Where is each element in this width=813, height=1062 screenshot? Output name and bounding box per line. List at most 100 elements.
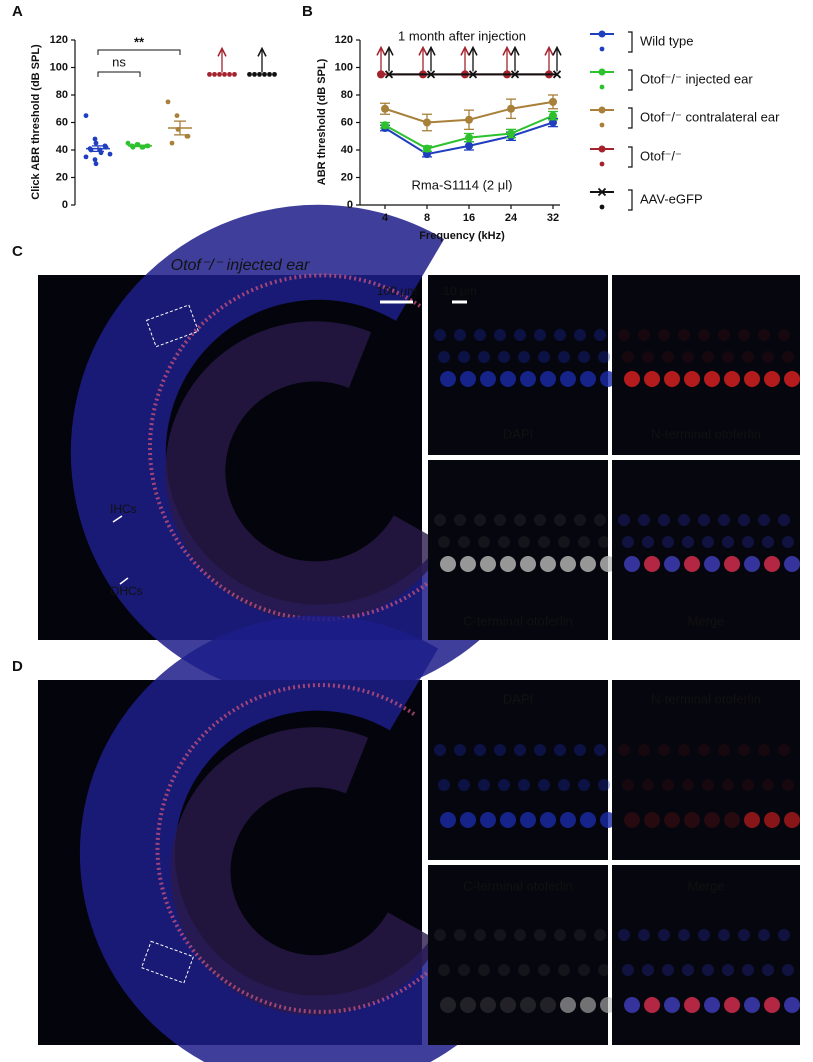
arrow-head <box>468 45 478 56</box>
legend-bracket <box>628 189 633 211</box>
cell <box>440 812 456 828</box>
cell <box>724 997 740 1013</box>
cell <box>702 536 714 548</box>
roi-box <box>145 304 200 348</box>
cell <box>538 779 550 791</box>
cell <box>624 371 640 387</box>
cell <box>460 556 476 572</box>
cell <box>722 536 734 548</box>
cell <box>554 514 566 526</box>
cell <box>642 351 654 363</box>
cell <box>742 779 754 791</box>
cell <box>742 964 754 976</box>
legend-bracket <box>628 107 633 129</box>
data-point <box>83 154 89 160</box>
marker <box>549 118 557 127</box>
arrow-head <box>384 45 394 56</box>
cell <box>434 744 446 756</box>
cell <box>644 371 660 387</box>
cell <box>578 536 590 548</box>
cell <box>438 964 450 976</box>
cell <box>454 329 466 341</box>
x-tick-label: 8 <box>424 212 430 224</box>
cell <box>618 329 630 341</box>
data-point <box>107 151 113 157</box>
cell <box>540 812 556 828</box>
arrow-head <box>217 46 227 57</box>
cell <box>574 329 586 341</box>
y-tick-label: 120 <box>335 34 353 46</box>
cell <box>638 929 650 941</box>
legend-bracket <box>628 69 633 91</box>
panel-label: B <box>302 3 313 20</box>
cell <box>478 351 490 363</box>
cell <box>622 351 634 363</box>
scale-label: 100 μm <box>377 284 417 298</box>
y-tick-label: 80 <box>341 89 353 101</box>
legend-label: Otof⁻/⁻ <box>640 148 682 163</box>
scale-label: 10 μm <box>443 284 477 298</box>
cell <box>560 371 576 387</box>
cell <box>438 351 450 363</box>
cell <box>540 556 556 572</box>
cell <box>722 779 734 791</box>
data-point <box>185 133 191 139</box>
image-bg <box>612 275 800 455</box>
cell <box>718 744 730 756</box>
channel-label: C-terminal otoferlin <box>463 613 573 628</box>
bracket <box>97 71 141 77</box>
cell <box>698 929 710 941</box>
cell <box>738 929 750 941</box>
cell <box>642 536 654 548</box>
y-axis-label: ABR threshold (dB SPL) <box>316 58 328 185</box>
cell <box>698 744 710 756</box>
cell <box>744 997 760 1013</box>
cell <box>764 997 780 1013</box>
cell <box>558 351 570 363</box>
cell <box>520 556 536 572</box>
cell <box>574 929 586 941</box>
pointer <box>112 515 123 523</box>
data-point <box>92 157 98 163</box>
cell <box>434 329 446 341</box>
cell <box>724 556 740 572</box>
image-bg <box>612 865 800 1045</box>
cell <box>594 744 606 756</box>
cell <box>662 779 674 791</box>
marker <box>426 70 436 79</box>
cell <box>594 514 606 526</box>
cell <box>440 997 456 1013</box>
cell <box>478 779 490 791</box>
cell <box>474 329 486 341</box>
cell <box>514 514 526 526</box>
cell <box>574 514 586 526</box>
cell <box>724 371 740 387</box>
cell <box>664 997 680 1013</box>
marker <box>384 70 394 79</box>
cell <box>762 964 774 976</box>
cell <box>434 514 446 526</box>
legend-dot <box>599 122 605 128</box>
cell <box>658 744 670 756</box>
chart-title: 1 month after injection <box>398 28 526 43</box>
data-point <box>267 71 272 77</box>
cell <box>598 779 610 791</box>
cell <box>724 812 740 828</box>
cell <box>558 964 570 976</box>
cell <box>764 556 780 572</box>
cell <box>778 329 790 341</box>
data-point <box>247 71 252 77</box>
cell <box>480 997 496 1013</box>
cell <box>702 964 714 976</box>
significance: ns <box>112 54 126 69</box>
marker <box>381 121 389 130</box>
data-point <box>257 71 262 77</box>
cell <box>722 964 734 976</box>
cell <box>500 371 516 387</box>
cell <box>762 351 774 363</box>
cell <box>438 536 450 548</box>
cell-label: OHCs <box>110 584 143 598</box>
cell <box>514 744 526 756</box>
cell <box>658 329 670 341</box>
cell <box>458 779 470 791</box>
